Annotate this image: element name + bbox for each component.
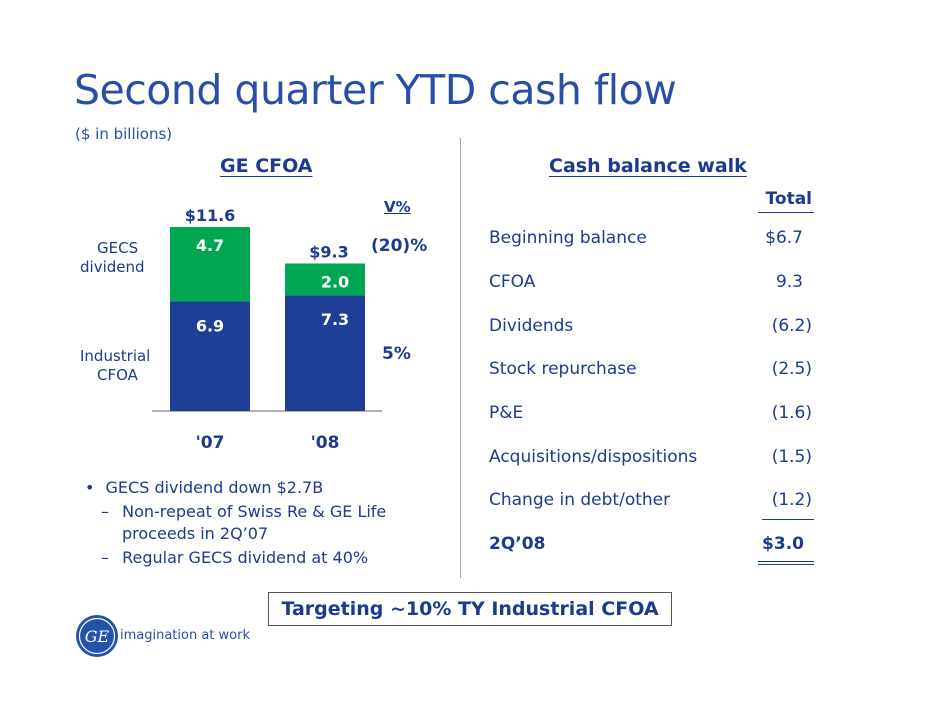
page-title: Second quarter YTD cash flow xyxy=(74,66,677,114)
section-divider xyxy=(460,138,461,578)
target-callout-text: Targeting ~10% TY Industrial CFOA xyxy=(281,598,659,620)
bar-industrial-1 xyxy=(285,295,365,411)
walk-value-pe: (1.6) xyxy=(771,403,812,423)
walk-label-pe: P&E xyxy=(489,403,524,423)
variance-header: V% xyxy=(384,198,411,216)
data-label-industrial-0: 6.9 xyxy=(196,317,224,336)
walk-value-ending: $3.0 xyxy=(762,534,804,554)
ge-cfoa-heading: GE CFOA xyxy=(220,155,313,177)
data-label-gecs-0: 4.7 xyxy=(196,236,224,255)
walk-label-cfoa: CFOA xyxy=(489,272,536,292)
bar-gecs-1 xyxy=(285,263,365,296)
total-double-underline-top xyxy=(758,561,814,562)
bullet-2: – Non-repeat of Swiss Re & GE Life xyxy=(101,502,386,521)
walk-label-ending: 2Q’08 xyxy=(489,534,546,554)
industrial-label-line1: Industrial xyxy=(80,347,151,365)
industrial-label-line2: CFOA xyxy=(97,366,138,384)
walk-value-debt: (1.2) xyxy=(771,490,812,510)
walk-value-dividends: (6.2) xyxy=(771,316,812,336)
total-underline xyxy=(758,212,814,213)
total-double-underline-bottom xyxy=(758,564,814,565)
bullet-2-marker: – xyxy=(101,502,109,521)
bullet-3-text: proceeds in 2Q’07 xyxy=(122,524,269,543)
bullet-1: • GECS dividend down $2.7B xyxy=(85,478,323,497)
bar-industrial-0 xyxy=(170,301,250,411)
gecs-label-line2: dividend xyxy=(80,258,145,276)
walk-value-acq: (1.5) xyxy=(771,447,812,467)
bullet-4: – Regular GECS dividend at 40% xyxy=(101,548,368,567)
target-callout: Targeting ~10% TY Industrial CFOA xyxy=(268,592,672,626)
ge-monogram-icon: GE xyxy=(76,615,118,657)
variance-industrial: 5% xyxy=(382,344,411,364)
walk-value-cfoa: 9.3 xyxy=(775,272,803,292)
data-label-gecs-1: 2.0 xyxy=(321,272,349,291)
walk-label-debt: Change in debt/other xyxy=(489,490,671,510)
walk-value-stock: (2.5) xyxy=(771,359,812,379)
total-label-0: $11.6 xyxy=(185,206,236,225)
category-label-1: '08 xyxy=(311,433,340,453)
units-subtitle: ($ in billions) xyxy=(75,125,173,143)
logo-monogram-text: GE xyxy=(85,627,110,646)
bullet-4-text: Regular GECS dividend at 40% xyxy=(122,548,369,567)
walk-label-stock: Stock repurchase xyxy=(489,359,637,379)
total-header: Total xyxy=(765,189,812,209)
variance-gecs: (20)% xyxy=(371,236,428,256)
bar-gecs-0 xyxy=(170,227,250,302)
bullet-3: proceeds in 2Q’07 xyxy=(122,524,268,543)
bullet-4-marker: – xyxy=(101,548,109,567)
gecs-label-line1: GECS xyxy=(97,239,139,257)
total-label-1: $9.3 xyxy=(309,242,348,261)
subtotal-underline xyxy=(762,519,814,520)
data-label-industrial-1: 7.3 xyxy=(321,310,349,329)
bullet-1-marker: • xyxy=(85,478,95,497)
bullet-1-text: GECS dividend down $2.7B xyxy=(105,478,324,497)
walk-label-dividends: Dividends xyxy=(489,316,574,336)
bullet-2-text: Non-repeat of Swiss Re & GE Life xyxy=(122,502,387,521)
walk-value-beginning: $6.7 xyxy=(765,228,803,248)
logo-tagline: imagination at work xyxy=(120,628,250,643)
cash-walk-heading: Cash balance walk xyxy=(549,155,747,177)
walk-label-beginning: Beginning balance xyxy=(489,228,647,248)
category-label-0: '07 xyxy=(196,433,225,453)
walk-label-acq: Acquisitions/dispositions xyxy=(489,447,698,467)
ge-cfoa-stacked-bar-chart: 6.9 4.7 $11.6 '07 7.3 2.0 $9.3 '08 xyxy=(152,206,382,453)
